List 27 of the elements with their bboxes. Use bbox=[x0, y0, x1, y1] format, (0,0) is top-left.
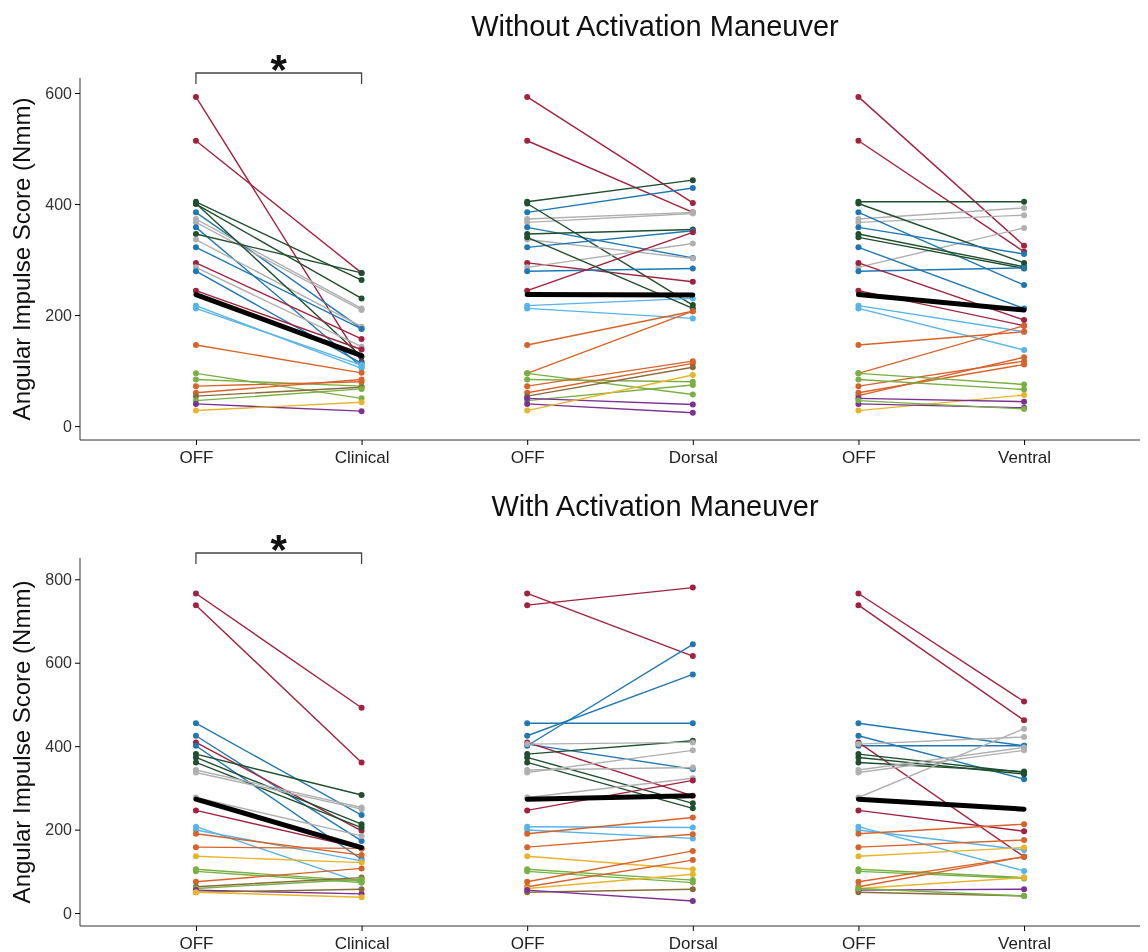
x-tick-label: OFF bbox=[179, 934, 214, 952]
annotation: * bbox=[270, 46, 288, 93]
y-tick-label: 0 bbox=[63, 904, 73, 922]
x-tick-label: Ventral bbox=[998, 934, 1052, 952]
x-tick-label: Clinical bbox=[334, 934, 390, 952]
x-tick-label: Clinical bbox=[334, 448, 390, 468]
y-tick-label: 600 bbox=[45, 84, 73, 102]
y-tick-label: 400 bbox=[45, 737, 73, 755]
x-tick-label: OFF bbox=[510, 934, 545, 952]
x-tick-label: OFF bbox=[179, 448, 214, 468]
x-tick-label: OFF bbox=[841, 934, 876, 952]
y-tick-label: 0 bbox=[63, 417, 73, 435]
y-axis-title: Angular Impulse Score (Nmm) bbox=[8, 580, 35, 904]
chart-title: Without Activation Maneuver bbox=[471, 10, 840, 42]
y-tick-label: 600 bbox=[45, 654, 73, 672]
chart-title: With Activation Maneuver bbox=[491, 490, 819, 522]
x-tick-label: OFF bbox=[510, 448, 545, 468]
x-tick-label: Ventral bbox=[998, 448, 1052, 468]
y-tick-label: 400 bbox=[45, 195, 73, 213]
annotation: * bbox=[270, 526, 288, 573]
y-tick-label: 200 bbox=[45, 821, 73, 839]
y-tick-label: 800 bbox=[45, 570, 73, 588]
x-tick-label: OFF bbox=[841, 448, 876, 468]
x-tick-label: Dorsal bbox=[668, 448, 718, 468]
x-tick-label: Dorsal bbox=[668, 934, 718, 952]
y-axis-title: Angular Impulse Score (Nmm) bbox=[8, 97, 35, 421]
y-tick-label: 200 bbox=[45, 306, 73, 324]
